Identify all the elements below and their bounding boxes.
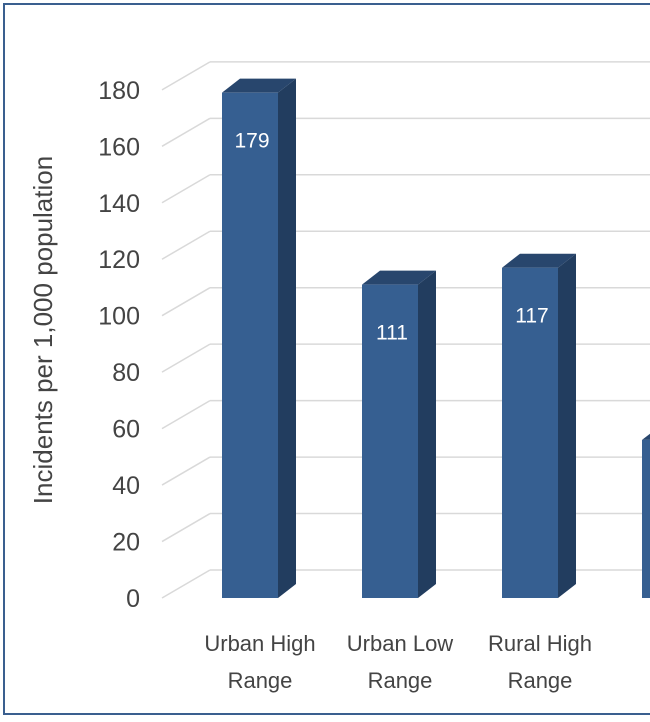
data-label: 179	[234, 130, 269, 153]
gridline	[161, 61, 211, 91]
x-category-label: Urban Low	[347, 631, 454, 656]
bar	[362, 270, 436, 598]
gridline	[161, 343, 211, 373]
y-tick-label: 140	[98, 190, 140, 218]
gridline	[161, 174, 211, 204]
gridline	[161, 399, 211, 430]
gridline	[161, 117, 211, 147]
x-category-label: Range	[508, 668, 573, 693]
gridline	[161, 230, 211, 260]
x-category-labels: Urban High Range Urban Low Range Rural High R…	[204, 631, 592, 693]
y-tick-label: 160	[98, 133, 140, 161]
y-tick-label: 100	[98, 303, 140, 331]
data-label: 117	[515, 305, 548, 328]
bars: 179 111 117	[222, 78, 650, 599]
x-category-label: Range	[228, 668, 293, 693]
bar	[222, 78, 296, 599]
y-tick-label: 0	[126, 585, 140, 613]
gridline	[161, 456, 211, 486]
bar	[502, 253, 576, 599]
y-tick-label: 20	[112, 529, 140, 557]
y-tick-label: 80	[112, 359, 140, 387]
data-label: 111	[376, 322, 408, 345]
y-tick-label: 120	[98, 246, 140, 274]
gridline	[161, 512, 211, 543]
gridline	[161, 287, 211, 317]
x-category-label: Range	[368, 668, 433, 693]
gridline	[161, 569, 211, 599]
x-category-label: Urban High	[204, 631, 315, 656]
bar	[642, 433, 650, 598]
y-tick-label: 180	[98, 77, 140, 105]
y-tick-labels: 0 20 40 60 80 100 120 140 160 180	[98, 77, 140, 613]
y-tick-label: 40	[112, 472, 140, 500]
x-category-label: Rural High	[488, 631, 592, 656]
y-tick-label: 60	[112, 416, 140, 444]
y-axis-label: Incidents per 1,000 population	[28, 156, 58, 504]
